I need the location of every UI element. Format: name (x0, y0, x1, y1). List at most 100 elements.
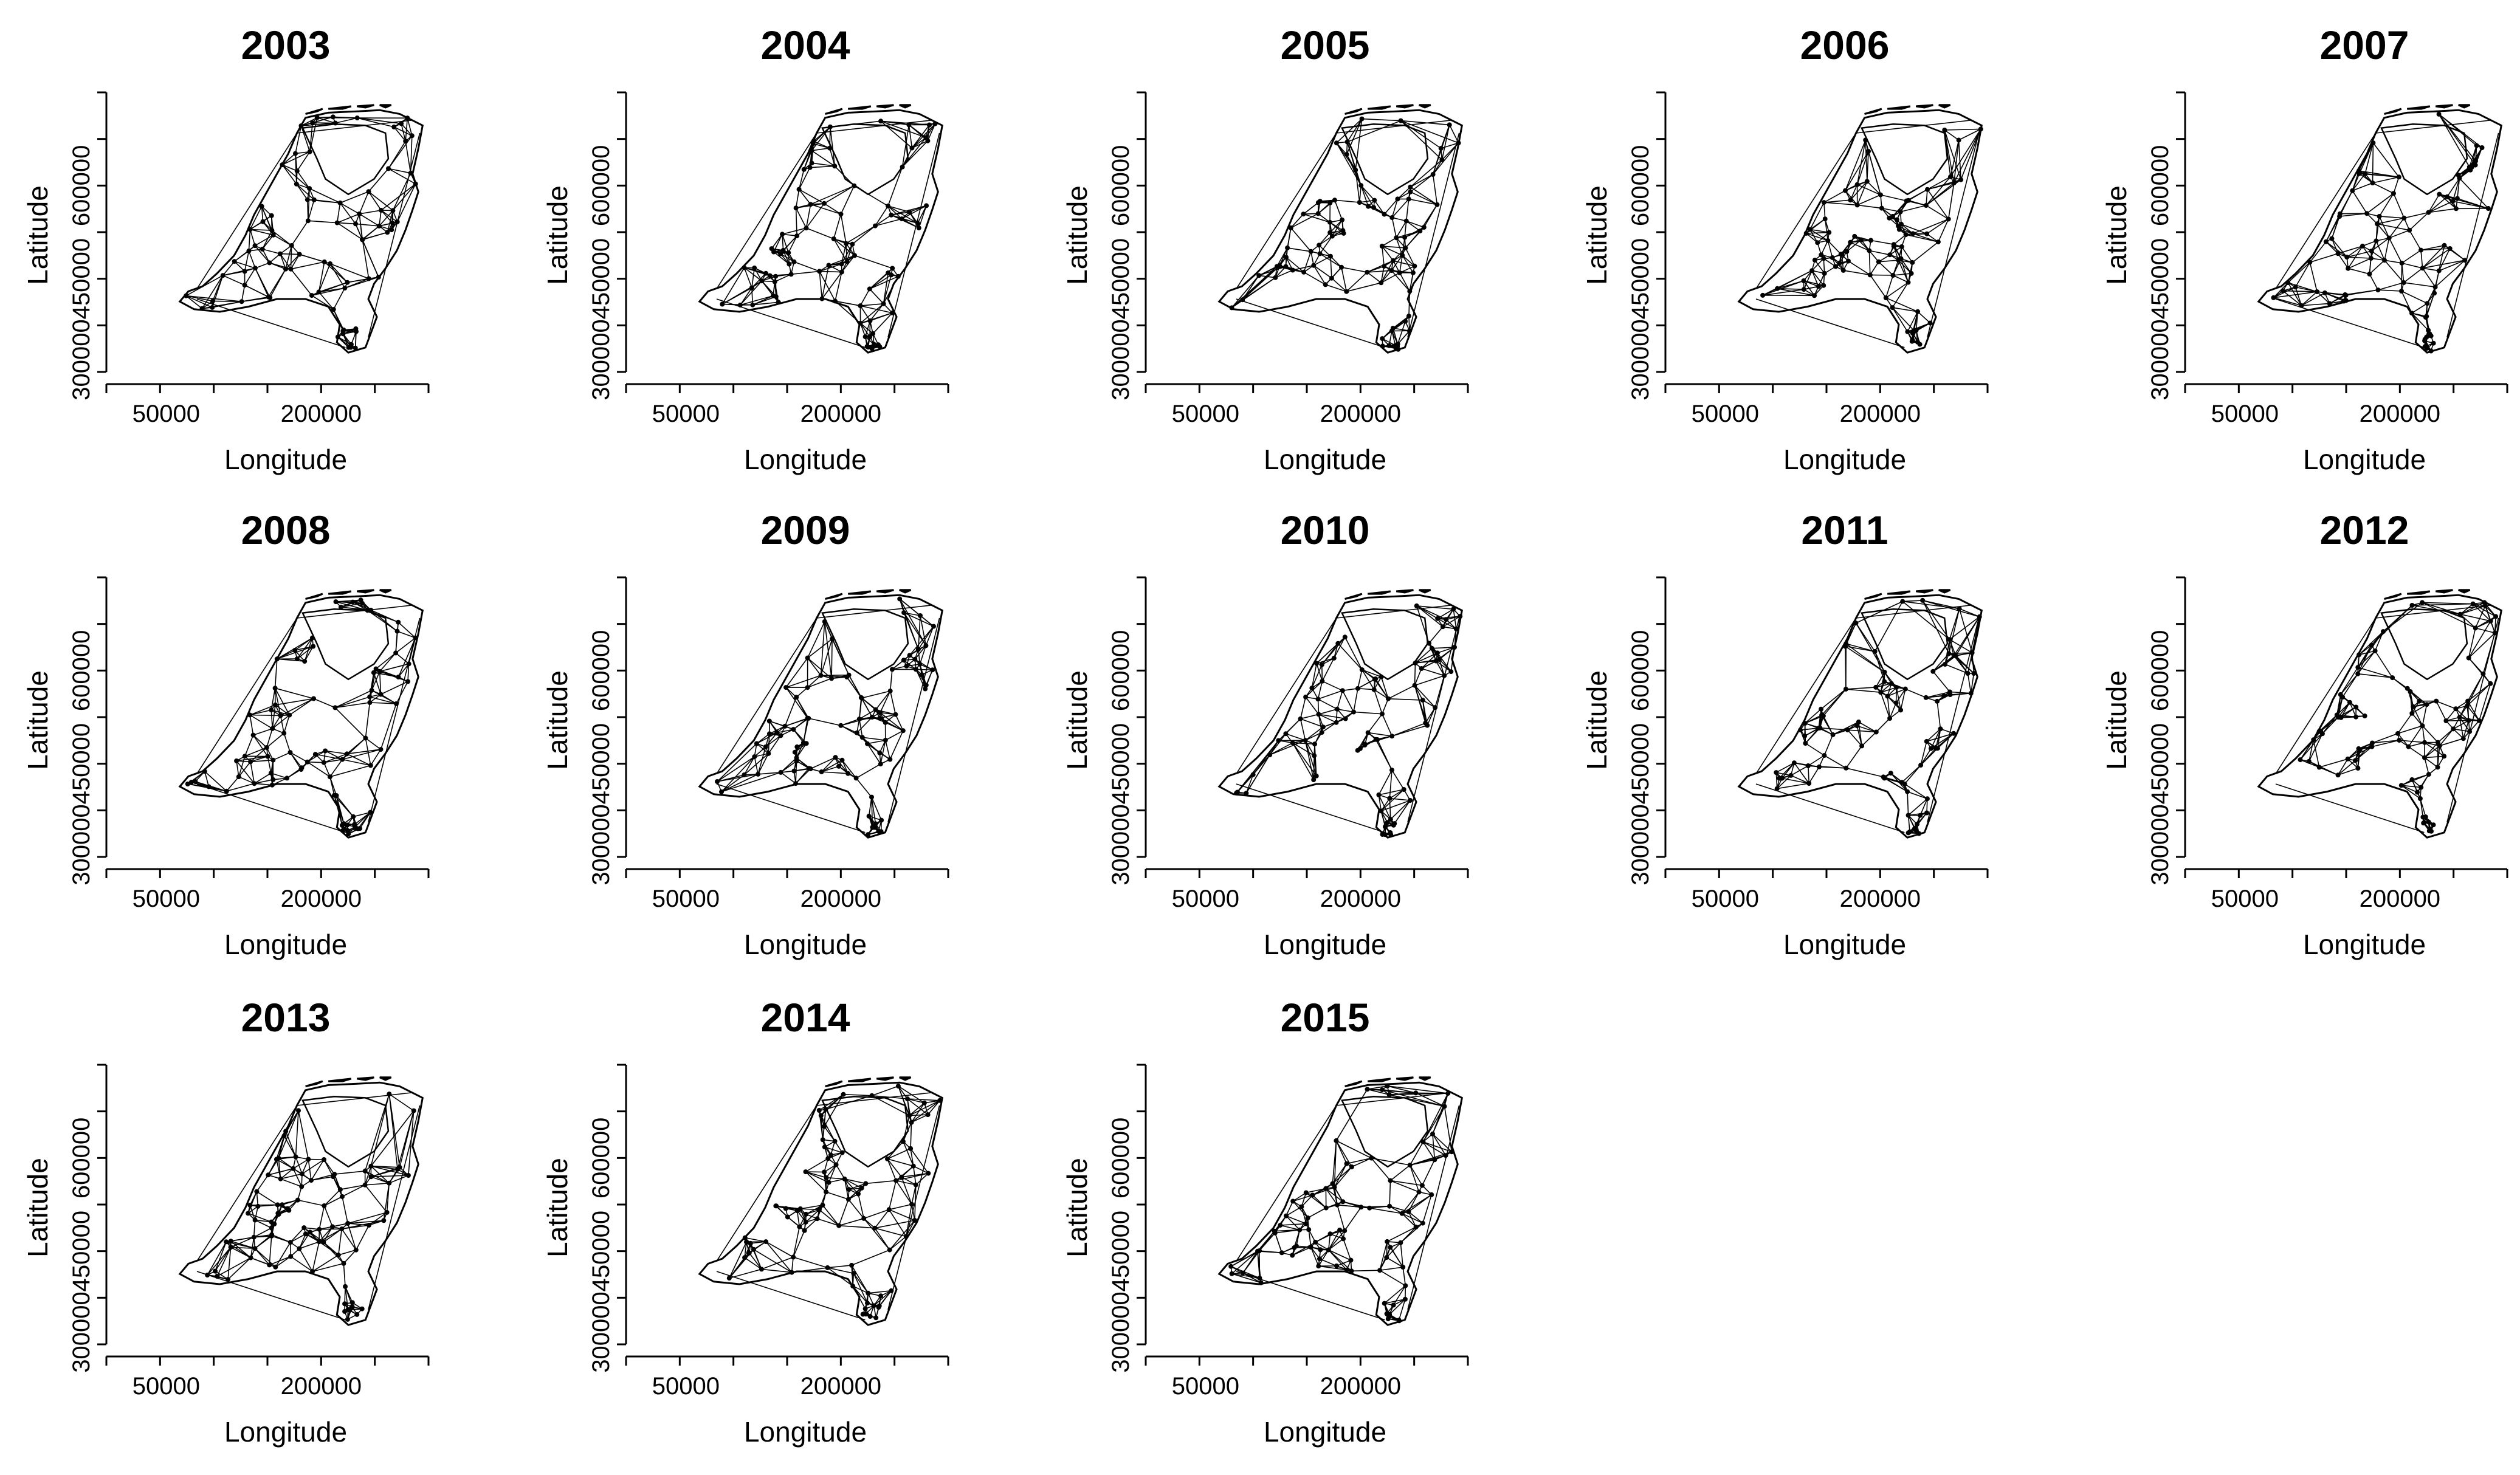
mesh-edge (266, 728, 273, 748)
mesh-edge (308, 1159, 312, 1181)
mesh-edge (285, 1131, 297, 1157)
mesh-edge (1360, 185, 1374, 208)
mesh-edge (256, 1191, 278, 1206)
mesh-node (818, 673, 824, 678)
mesh-edge (1391, 199, 1399, 218)
mesh-edge (1912, 241, 1939, 263)
mesh-edge (1926, 728, 1941, 742)
mesh-edge (1305, 732, 1323, 741)
mesh-edge (1343, 1239, 1352, 1260)
y-tick-label: 600000 (68, 630, 95, 711)
mesh-edge (1824, 219, 1829, 241)
mesh-edge (2425, 293, 2435, 318)
mesh-edge (1901, 224, 1913, 235)
mesh-node (2432, 284, 2438, 290)
mesh-node (1320, 678, 1325, 684)
mesh-edge (1337, 1205, 1345, 1231)
mesh-node (406, 661, 411, 667)
mesh-edge (250, 755, 268, 763)
mesh-edge (863, 1218, 890, 1251)
mesh-edge (2422, 602, 2476, 629)
mesh-node (719, 789, 724, 794)
mesh-node (2457, 176, 2462, 181)
mesh-edge (249, 229, 256, 246)
mesh-node (1388, 1245, 1393, 1250)
mesh-edge (285, 253, 300, 270)
y-tick-label: 300000 (2147, 804, 2174, 885)
mesh-node (242, 269, 247, 274)
mesh-edge (274, 688, 281, 716)
mesh-node (1379, 674, 1384, 679)
mesh-node (1452, 645, 1457, 650)
y-tick-label: 300000 (1107, 319, 1134, 400)
mesh-node (1848, 239, 1853, 245)
mesh-edge (800, 1205, 823, 1209)
mesh-edge (2378, 193, 2394, 217)
mesh-edge (1432, 174, 1438, 205)
mesh-node (1433, 658, 1439, 664)
mesh-node (763, 744, 768, 749)
mesh-node (294, 181, 299, 187)
mesh-edge (851, 1265, 853, 1287)
mesh-node (838, 211, 844, 217)
mesh-node (1969, 650, 1975, 656)
mesh-edge (830, 126, 836, 167)
mesh-edge (2412, 774, 2429, 780)
x-tick-label: 50000 (1172, 1373, 1239, 1400)
mesh-node (323, 748, 328, 754)
mesh-node (321, 760, 326, 765)
mesh-edge (308, 199, 315, 221)
mesh-edge (290, 752, 308, 763)
mesh-node (1353, 167, 1358, 173)
mesh-node (820, 1137, 825, 1143)
mesh-edge (2374, 650, 2393, 678)
mesh-node (865, 1301, 870, 1306)
mesh-edge (1313, 265, 1332, 279)
mesh-edge (717, 756, 755, 782)
mesh-edge (1378, 794, 1382, 811)
mesh-edge (383, 1183, 390, 1221)
island (2407, 590, 2431, 595)
mesh-edge (901, 148, 913, 168)
mesh-edge (2372, 740, 2400, 748)
mesh-edge (1276, 247, 1288, 267)
mesh-node (236, 774, 241, 780)
mesh-edge (2384, 260, 2405, 283)
mesh-edge (805, 203, 825, 229)
mesh-node (774, 730, 780, 735)
mesh-edge (325, 750, 343, 760)
mesh-edge (2463, 720, 2470, 739)
mesh-node (842, 1176, 847, 1181)
mesh-edge (1408, 316, 1410, 331)
mesh-node (281, 1133, 287, 1138)
mesh-node (870, 331, 876, 336)
mesh-edge (1382, 338, 1396, 346)
mesh-edge (292, 1158, 309, 1169)
mesh-edge (1305, 726, 1324, 741)
mesh-node (2450, 199, 2456, 204)
mesh-node (877, 715, 883, 721)
mesh-node (1854, 182, 1860, 187)
mesh-edge (1346, 119, 1363, 142)
mesh-edge (875, 215, 892, 227)
mesh-node (327, 774, 332, 780)
mesh-edge (1399, 255, 1403, 273)
mesh-edge (1895, 687, 1897, 703)
mesh-node (339, 1226, 345, 1232)
mesh-node (1760, 292, 1766, 298)
mesh-edge (1328, 1250, 1348, 1271)
island (1864, 593, 1882, 600)
mesh-node (808, 202, 813, 207)
mesh-edge (2435, 260, 2465, 287)
mesh-edge (858, 1194, 864, 1219)
mesh-edge (1408, 1192, 1420, 1212)
mesh-edge (1341, 267, 1348, 292)
x-tick-label: 200000 (281, 885, 362, 912)
mesh-node (328, 261, 333, 266)
mesh-edge (851, 1265, 869, 1294)
lake-outline (2380, 123, 2468, 196)
mesh-edge (740, 295, 774, 306)
axes (97, 91, 430, 393)
mesh-node (1879, 205, 1884, 211)
mesh-node (1371, 687, 1377, 692)
